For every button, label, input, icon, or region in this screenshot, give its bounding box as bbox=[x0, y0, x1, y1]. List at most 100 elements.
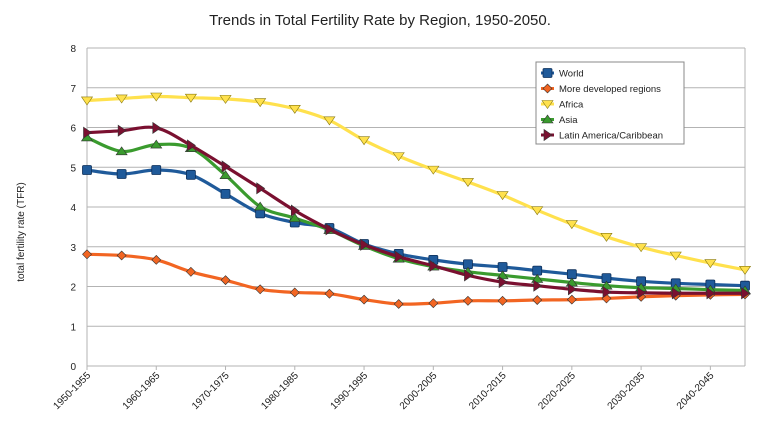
data-point bbox=[151, 165, 162, 175]
data-point bbox=[323, 116, 336, 126]
data-point bbox=[221, 160, 231, 173]
x-tick-label: 1960-1965 bbox=[121, 370, 163, 412]
data-point bbox=[671, 287, 681, 300]
series-africa bbox=[80, 92, 752, 275]
data-point bbox=[498, 276, 508, 289]
data-point bbox=[600, 233, 613, 242]
data-point bbox=[496, 191, 509, 201]
data-point bbox=[290, 204, 300, 217]
data-point bbox=[80, 96, 94, 106]
data-point bbox=[602, 285, 612, 299]
legend-label: More developed regions bbox=[559, 84, 661, 95]
data-point bbox=[220, 275, 231, 286]
data-point bbox=[288, 105, 301, 114]
data-point bbox=[151, 254, 162, 265]
x-tick-label: 1980-1985 bbox=[259, 370, 301, 412]
data-point bbox=[635, 243, 648, 253]
y-tick-label: 4 bbox=[70, 203, 76, 214]
gridlines bbox=[87, 47, 745, 367]
data-point bbox=[464, 269, 473, 282]
data-point bbox=[83, 126, 93, 139]
series-line bbox=[86, 135, 746, 293]
data-point bbox=[568, 283, 577, 296]
data-point bbox=[566, 269, 577, 280]
data-point bbox=[116, 250, 127, 261]
data-point bbox=[704, 259, 717, 269]
data-point bbox=[325, 223, 335, 236]
data-point bbox=[152, 121, 162, 134]
data-point bbox=[184, 93, 197, 103]
data-point bbox=[566, 294, 577, 305]
x-tick-label: 2030-2035 bbox=[606, 370, 648, 412]
data-point bbox=[497, 295, 508, 306]
legend-marker bbox=[543, 128, 553, 142]
data-point bbox=[532, 265, 543, 276]
x-tick-label: 2040-2045 bbox=[675, 370, 717, 412]
data-point bbox=[115, 146, 128, 156]
data-point bbox=[463, 295, 473, 306]
data-point bbox=[187, 139, 196, 152]
data-point bbox=[82, 165, 92, 175]
x-tick-labels: 1950-1955 1960-1965 1970-1975 1980-1985 1990… bbox=[52, 366, 717, 412]
y-tick-label: 5 bbox=[70, 163, 76, 174]
data-point bbox=[359, 294, 369, 305]
y-tick-label: 3 bbox=[70, 243, 76, 254]
data-point bbox=[392, 152, 405, 162]
series-line bbox=[86, 168, 746, 288]
data-point bbox=[497, 262, 508, 272]
data-point bbox=[429, 259, 439, 272]
x-tick-label: 2020-2025 bbox=[536, 370, 578, 412]
data-point bbox=[394, 250, 404, 263]
series-line bbox=[86, 125, 745, 295]
data-point bbox=[82, 249, 92, 260]
data-point bbox=[637, 286, 647, 299]
data-point bbox=[532, 295, 543, 305]
x-tick-label: 2010-2015 bbox=[467, 370, 509, 412]
series-group bbox=[80, 92, 752, 309]
y-axis-label: total fertility rate (TFR) bbox=[16, 182, 27, 281]
y-tick-label: 0 bbox=[70, 362, 76, 373]
data-point bbox=[185, 266, 196, 277]
data-point bbox=[288, 213, 301, 222]
y-tick-label: 8 bbox=[70, 44, 76, 55]
data-point bbox=[531, 206, 544, 216]
legend-marker bbox=[542, 83, 553, 94]
y-tick-label: 7 bbox=[70, 84, 76, 95]
legend-marker bbox=[542, 68, 553, 78]
data-point bbox=[150, 92, 163, 102]
legend-label: World bbox=[559, 69, 584, 80]
legend-label: Asia bbox=[559, 115, 578, 126]
data-point bbox=[254, 201, 267, 211]
data-point bbox=[360, 238, 370, 251]
data-point bbox=[461, 178, 475, 187]
data-point bbox=[393, 299, 404, 309]
y-tick-label: 1 bbox=[70, 322, 76, 333]
data-point bbox=[738, 266, 752, 275]
chart-title: Trends in Total Fertility Rate by Region… bbox=[209, 12, 551, 29]
data-point bbox=[533, 279, 543, 292]
x-tick-label: 1990-1995 bbox=[329, 370, 371, 412]
data-point bbox=[220, 188, 231, 199]
series-world bbox=[82, 165, 750, 291]
legend-marker bbox=[541, 100, 554, 110]
data-point bbox=[150, 139, 163, 149]
legend-label: Latin America/Caribbean bbox=[559, 131, 663, 142]
legend-marker bbox=[541, 114, 554, 124]
data-point bbox=[669, 251, 682, 261]
data-point bbox=[117, 124, 127, 137]
data-point bbox=[185, 169, 196, 180]
data-point bbox=[255, 284, 266, 295]
x-tick-label: 1950-1955 bbox=[52, 370, 94, 412]
data-point bbox=[219, 170, 232, 179]
y-tick-label: 2 bbox=[70, 283, 76, 294]
data-point bbox=[289, 287, 300, 298]
data-point bbox=[427, 165, 440, 175]
data-point bbox=[428, 298, 439, 309]
data-point bbox=[219, 95, 232, 104]
data-point bbox=[565, 220, 578, 230]
data-point bbox=[115, 94, 128, 104]
data-point bbox=[706, 287, 716, 300]
data-point bbox=[116, 169, 127, 179]
data-point bbox=[324, 288, 335, 299]
